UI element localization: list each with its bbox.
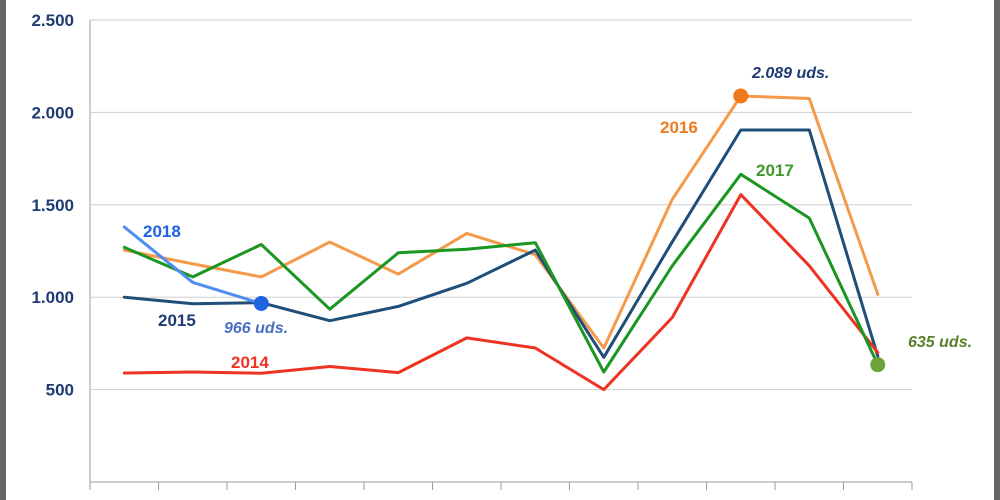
series-line-2014 bbox=[122, 193, 880, 392]
highlight-markers bbox=[253, 88, 886, 373]
y-tick-label: 1.500 bbox=[31, 196, 74, 215]
y-tick-label: 2.000 bbox=[31, 103, 74, 122]
series-line-2017 bbox=[122, 172, 880, 374]
series-label-2015: 2015 bbox=[158, 311, 196, 330]
series-line-2016 bbox=[122, 94, 880, 350]
series-label-2014: 2014 bbox=[231, 353, 269, 372]
y-tick-label: 1.000 bbox=[31, 288, 74, 307]
y-tick-label: 2.500 bbox=[31, 11, 74, 30]
marker-2017 bbox=[870, 357, 886, 373]
series-label-2016: 2016 bbox=[660, 118, 698, 137]
series-line-2018 bbox=[122, 225, 263, 305]
gridlines bbox=[89, 19, 912, 490]
annotation-635: 635 uds. bbox=[908, 334, 972, 351]
series-line-2015 bbox=[122, 128, 880, 359]
y-tick-label: 500 bbox=[46, 381, 74, 400]
series-lines bbox=[122, 94, 880, 392]
series-label-2017: 2017 bbox=[756, 161, 794, 180]
annotation-966: 966 uds. bbox=[224, 320, 288, 337]
annotation-2089: 2.089 uds. bbox=[751, 65, 829, 82]
marker-2016 bbox=[733, 88, 749, 104]
series-label-2018: 2018 bbox=[143, 222, 181, 241]
marker-2018 bbox=[253, 295, 269, 311]
x-axis bbox=[89, 481, 913, 490]
y-axis-ticks: 500 1.000 1.500 2.000 2.500 bbox=[31, 11, 74, 400]
